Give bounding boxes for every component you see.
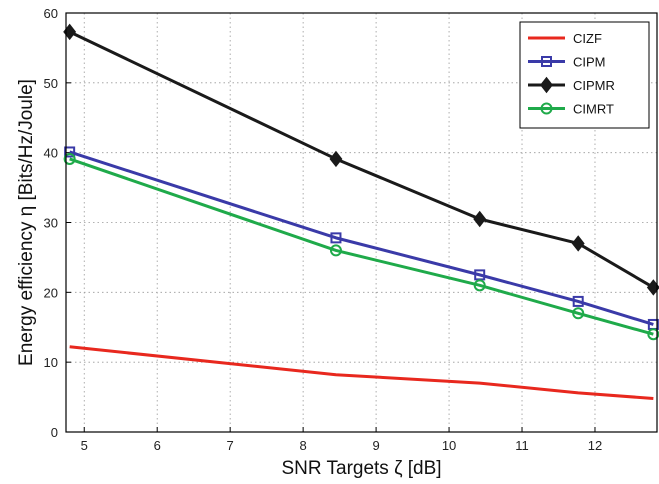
- cipm-point: [572, 295, 584, 307]
- x-tick-label: 6: [154, 438, 161, 453]
- x-axis-label: SNR Targets ζ [dB]: [281, 458, 441, 479]
- y-axis-label: Energy efficiency η [Bits/Hz/Joule]: [16, 79, 37, 366]
- cimrt-point: [63, 152, 76, 165]
- cimrt-point: [329, 244, 342, 257]
- y-tick-label: 30: [44, 216, 58, 231]
- cipm-line: [69, 150, 654, 326]
- legend-label-cipm: CIPM: [573, 55, 606, 70]
- cizf-line: [69, 345, 654, 400]
- y-tick-label: 0: [51, 425, 58, 440]
- legend-item-cimrt: CIMRT: [528, 102, 614, 117]
- y-tick-label: 50: [44, 76, 58, 91]
- x-tick-label: 7: [227, 438, 234, 453]
- cimrt-line: [69, 157, 654, 336]
- x-tick-label: 8: [300, 438, 307, 453]
- series-cizf: [69, 345, 654, 400]
- x-tick-label: 9: [372, 438, 379, 453]
- series-cipmr: [63, 23, 659, 296]
- legend-marker-cimrt: [540, 102, 553, 115]
- cipm-point: [330, 232, 342, 244]
- y-tick-label: 10: [44, 355, 58, 370]
- y-tick-label: 40: [44, 146, 58, 161]
- cipmr-point: [473, 210, 487, 228]
- cimrt-point: [647, 328, 659, 341]
- series-cimrt: [63, 152, 659, 341]
- cipmr-point: [329, 150, 343, 168]
- cimrt-point: [473, 279, 486, 292]
- legend-marker-cipmr: [540, 76, 553, 94]
- cipm-point: [64, 146, 76, 158]
- x-tick-label: 10: [442, 438, 456, 453]
- y-tick-label: 60: [44, 6, 58, 21]
- plot-frame: [65, 12, 658, 433]
- cipmr-point: [571, 235, 585, 252]
- y-tick-label: 20: [44, 285, 58, 300]
- legend-label-cipmr: CIPMR: [573, 78, 615, 93]
- legend-item-cipm: CIPM: [528, 55, 606, 70]
- legend-item-cizf: CIZF: [528, 31, 602, 46]
- series-cipm: [64, 146, 659, 330]
- x-tick-label: 5: [81, 438, 88, 453]
- legend-label-cimrt: CIMRT: [573, 102, 614, 117]
- plot-series: [63, 23, 659, 400]
- legend-item-cipmr: CIPMR: [528, 76, 615, 94]
- legend-marker-cipm: [541, 56, 552, 67]
- cimrt-point: [572, 307, 585, 320]
- axis-ticks: 5 6 7 8 9 10 11 12 0 10 20 30 40 50 60: [44, 6, 603, 453]
- legend: CIZF CIPM CIPMR CIMRT: [519, 21, 650, 129]
- x-tick-label: 11: [515, 438, 529, 453]
- legend-label-cizf: CIZF: [573, 31, 602, 46]
- x-tick-label: 12: [588, 438, 602, 453]
